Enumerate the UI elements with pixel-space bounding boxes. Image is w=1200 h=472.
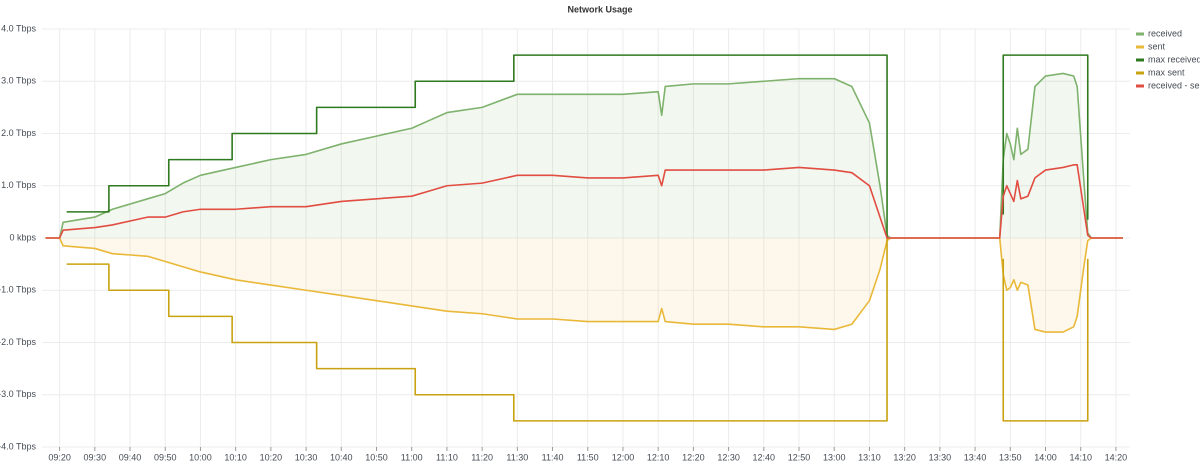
x-tick-label: 10:50 bbox=[365, 452, 388, 462]
legend-label: received - sent bbox=[1148, 80, 1200, 90]
legend-label: max sent bbox=[1148, 67, 1185, 77]
x-tick-label: 12:00 bbox=[612, 452, 635, 462]
y-tick-label: 4.0 Tbps bbox=[1, 23, 36, 33]
y-tick-label: -1.0 Tbps bbox=[0, 285, 36, 295]
y-tick-label: -3.0 Tbps bbox=[0, 389, 36, 399]
series-line bbox=[1002, 54, 1089, 220]
x-tick-label: 13:50 bbox=[999, 452, 1022, 462]
x-tick-label: 14:10 bbox=[1069, 452, 1092, 462]
x-tick-label: 10:10 bbox=[224, 452, 247, 462]
x-tick-label: 12:40 bbox=[753, 452, 776, 462]
x-tick-label: 12:30 bbox=[717, 452, 740, 462]
series-line bbox=[1002, 258, 1089, 422]
x-tick-label: 09:30 bbox=[84, 452, 107, 462]
legend-label: max received bbox=[1148, 54, 1200, 64]
series-line bbox=[66, 238, 888, 422]
x-tick-label: 13:30 bbox=[929, 452, 952, 462]
x-tick-label: 10:40 bbox=[330, 452, 353, 462]
series-line bbox=[45, 164, 1123, 239]
y-tick-label: -4.0 Tbps bbox=[0, 441, 36, 451]
y-tick-label: 1.0 Tbps bbox=[1, 180, 36, 190]
x-tick-label: 10:00 bbox=[189, 452, 212, 462]
x-tick-label: 13:20 bbox=[893, 452, 916, 462]
x-tick-label: 11:10 bbox=[436, 452, 458, 462]
legend-label: sent bbox=[1148, 41, 1166, 51]
x-tick-label: 09:40 bbox=[119, 452, 142, 462]
x-tick-label: 11:20 bbox=[471, 452, 493, 462]
chart-title: Network Usage bbox=[567, 4, 632, 14]
series-line bbox=[45, 72, 1123, 239]
legend-label: received bbox=[1148, 28, 1182, 38]
x-tick-label: 12:20 bbox=[682, 452, 705, 462]
x-tick-label: 13:10 bbox=[858, 452, 881, 462]
x-tick-label: 11:00 bbox=[401, 452, 423, 462]
area-fill bbox=[45, 238, 1123, 333]
y-tick-label: 0 kbps bbox=[9, 232, 36, 242]
series-line bbox=[45, 237, 1123, 333]
x-tick-label: 09:50 bbox=[154, 452, 177, 462]
x-tick-label: 09:20 bbox=[48, 452, 71, 462]
x-tick-label: 13:00 bbox=[823, 452, 846, 462]
x-tick-label: 13:40 bbox=[964, 452, 987, 462]
x-tick-label: 10:30 bbox=[295, 452, 318, 462]
x-tick-label: 11:50 bbox=[577, 452, 599, 462]
x-tick-label: 12:10 bbox=[647, 452, 670, 462]
y-tick-label: -2.0 Tbps bbox=[0, 337, 36, 347]
x-tick-label: 14:00 bbox=[1034, 452, 1057, 462]
y-tick-label: 3.0 Tbps bbox=[1, 76, 36, 86]
x-tick-label: 11:40 bbox=[542, 452, 564, 462]
y-tick-label: 2.0 Tbps bbox=[1, 128, 36, 138]
x-tick-label: 12:50 bbox=[788, 452, 811, 462]
x-tick-label: 11:30 bbox=[506, 452, 528, 462]
x-tick-label: 14:20 bbox=[1105, 452, 1128, 462]
x-tick-label: 10:20 bbox=[260, 452, 283, 462]
area-fill bbox=[45, 73, 1123, 238]
series-line bbox=[66, 54, 888, 238]
